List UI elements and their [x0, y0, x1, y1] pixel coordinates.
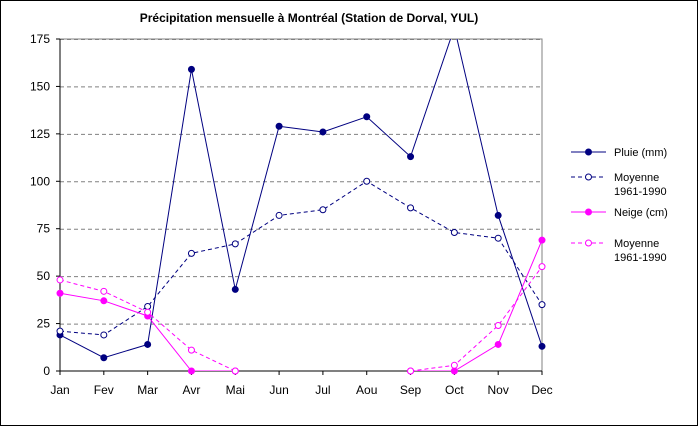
series-1-point-Jan	[56, 327, 64, 335]
series-3-line-0	[60, 279, 236, 371]
series-2-point-Dec	[538, 236, 546, 244]
x-tick-label-Avr: Avr	[183, 383, 201, 397]
series-1-point-Oct	[450, 229, 458, 237]
legend-marker-3	[585, 239, 592, 247]
series-0-point-Aou	[363, 113, 371, 121]
series-0-point-Mai	[231, 285, 239, 293]
series-1-point-Jul	[319, 206, 327, 214]
series-1-point-Jun	[275, 211, 283, 219]
y-tick-label-75: 75	[37, 222, 51, 236]
series-2-point-Jan	[56, 289, 64, 297]
x-tick-label-Nov: Nov	[488, 383, 509, 397]
series-lines	[60, 39, 542, 371]
y-tick-label-0: 0	[43, 364, 50, 378]
legend-label-0-0: Pluie (mm)	[614, 147, 667, 159]
series-3-point-Nov	[494, 321, 502, 329]
series-2-point-Fev	[100, 297, 108, 305]
x-tick-label-Oct: Oct	[445, 383, 464, 397]
series-3-point-Fev	[100, 287, 108, 295]
chart-title: Précipitation mensuelle à Montréal (Stat…	[140, 11, 479, 25]
gridlines	[60, 39, 542, 325]
y-tick-label-150: 150	[30, 79, 50, 93]
series-3-point-Mai	[231, 367, 239, 375]
x-tick-label-Jul: Jul	[315, 383, 330, 397]
series-0-point-Sep	[407, 153, 415, 161]
series-1-line-0	[60, 180, 542, 336]
series-2-line-1	[410, 239, 542, 371]
y-tick-label-175: 175	[30, 32, 50, 46]
series-3-point-Avr	[187, 346, 195, 354]
series-1-point-Fev	[100, 331, 108, 339]
series-0-line-0	[60, 39, 542, 359]
x-tick-label-Jun: Jun	[269, 383, 288, 397]
series-1-point-Nov	[494, 234, 502, 242]
legend-marker-2	[585, 208, 592, 216]
axes: 0 25 50 75 100 125 150 175 Jan Fev Mar Avr Mai Jun Jul…	[30, 32, 553, 397]
series-0-point-Avr	[187, 65, 195, 73]
series-0-point-Mar	[144, 340, 152, 348]
x-tick-label-Sep: Sep	[400, 383, 422, 397]
series-3-point-Mar	[144, 308, 152, 316]
plot-area-border	[59, 38, 543, 372]
legend-label-1-0: Moyenne	[614, 172, 659, 184]
x-tick-label-Jan: Jan	[50, 383, 69, 397]
legend-label-2-0: Neige (cm)	[614, 207, 668, 219]
series-1-point-Aou	[363, 177, 371, 185]
series-3-point-Oct	[450, 361, 458, 369]
series-0-point-Jun	[275, 122, 283, 130]
series-markers	[56, 65, 546, 375]
series-1-point-Sep	[407, 204, 415, 212]
series-0-point-Dec	[538, 342, 546, 350]
y-tick-label-100: 100	[30, 174, 50, 188]
series-2-point-Avr	[187, 367, 195, 375]
series-3-point-Sep	[407, 367, 415, 375]
series-1-point-Avr	[187, 249, 195, 257]
legend-label-1-1: 1961-1990	[614, 186, 667, 198]
series-1-point-Mai	[231, 240, 239, 248]
series-3-point-Jan	[56, 276, 64, 284]
series-2-point-Oct	[450, 367, 458, 375]
series-3-line-1	[410, 266, 542, 371]
series-1-point-Dec	[538, 301, 546, 309]
y-tick-label-125: 125	[30, 127, 50, 141]
series-0-point-Nov	[494, 211, 502, 219]
legend-marker-1	[585, 173, 592, 181]
series-0-point-Fev	[100, 354, 108, 362]
y-tick-label-50: 50	[37, 269, 51, 283]
legend-marker-0	[585, 148, 592, 156]
y-tick-label-25: 25	[37, 317, 51, 331]
x-tick-label-Mai: Mai	[226, 383, 245, 397]
legend-label-3-1: 1961-1990	[614, 252, 667, 264]
x-tick-label-Mar: Mar	[137, 383, 158, 397]
legend-label-3-0: Moyenne	[614, 238, 659, 250]
legend: Pluie (mm) Moyenne 1961-1990 Neige (cm) Moye…	[571, 147, 668, 264]
x-tick-label-Dec: Dec	[531, 383, 552, 397]
series-3-point-Dec	[538, 263, 546, 271]
x-tick-label-Aou: Aou	[356, 383, 377, 397]
series-0-point-Jul	[319, 128, 327, 136]
x-tick-label-Fev: Fev	[94, 383, 114, 397]
series-2-point-Nov	[494, 340, 502, 348]
series-1-point-Mar	[144, 302, 152, 310]
